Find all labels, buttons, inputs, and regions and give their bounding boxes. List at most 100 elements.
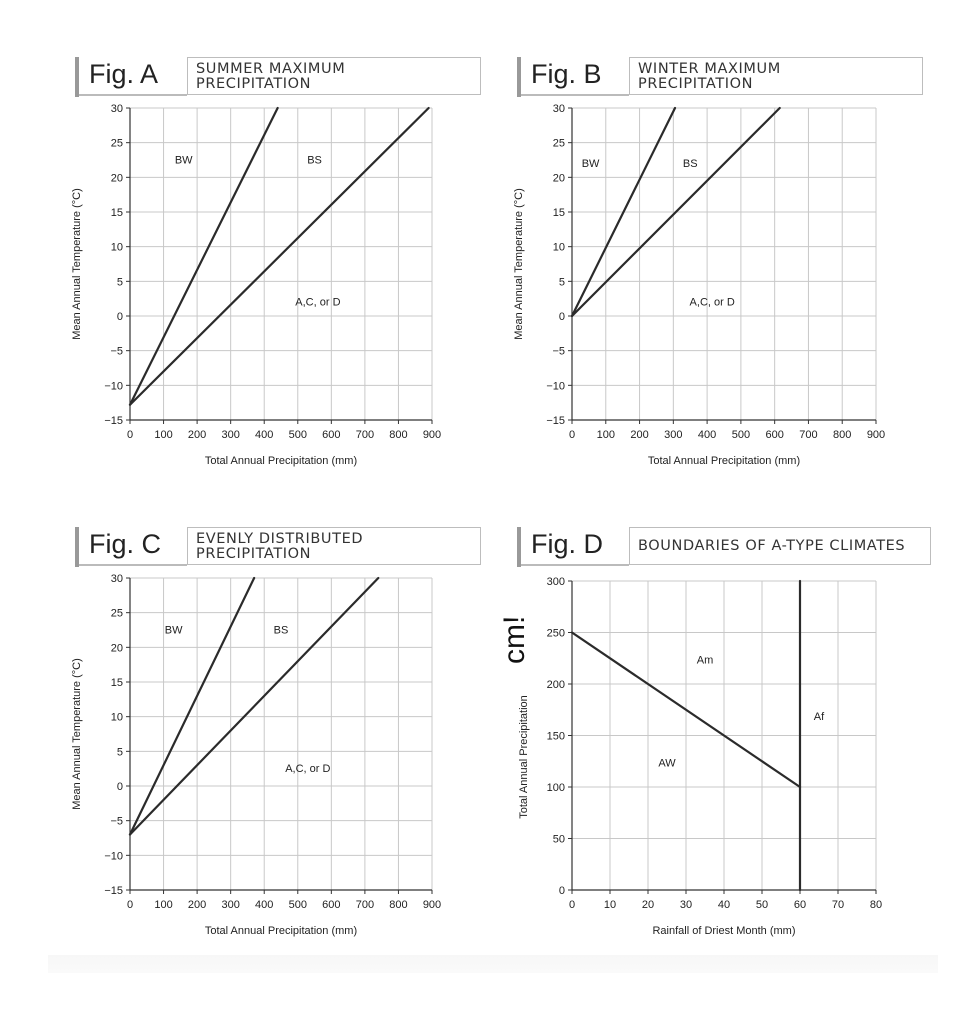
y-tick-label: 25 [553,138,565,150]
figure-b-underline [521,94,629,96]
x-axis-label: Total Annual Precipitation (mm) [205,925,357,937]
y-tick-label: −5 [552,346,565,358]
figure-a-label: Fig. A [89,59,159,89]
figure-d-title-box: BOUNDARIES OF A-TYPE CLIMATES [629,527,931,565]
boundary-line [128,106,430,406]
x-tick-label: 300 [221,899,239,911]
y-tick-label: 10 [553,242,565,254]
x-tick-label: 800 [833,429,851,441]
y-tick-label: 10 [111,242,123,254]
boundary-line [128,576,380,836]
y-tick-label: 200 [547,679,565,691]
x-tick-label: 30 [680,899,692,911]
y-tick-label: −10 [104,380,123,392]
x-tick-label: 900 [423,429,441,441]
region-label: BW [582,158,600,170]
figure-d-underline [521,564,629,566]
figure-c-title: EVENLY DISTRIBUTED PRECIPITATION [196,532,363,562]
y-tick-label: 15 [111,207,123,219]
x-tick-label: 100 [154,899,172,911]
region-label: AW [658,757,676,769]
y-tick-label: 20 [111,642,123,654]
figure-b-title-box: WINTER MAXIMUM PRECIPITATION [629,57,923,95]
figure-a-title-line-2: PRECIPITATION [196,76,312,92]
figure-c-underline [79,564,187,566]
y-tick-label: 5 [117,746,123,758]
y-tick-label: 250 [547,628,565,640]
x-tick-label: 0 [569,899,575,911]
figure-d-panel: Fig. D BOUNDARIES OF A-TYPE CLIMATES [517,527,931,947]
figure-a-header: Fig. A SUMMER MAXIMUM PRECIPITATION [75,57,481,97]
figure-b-panel: Fig. B WINTER MAXIMUM PRECIPITATION [517,57,927,477]
x-axis-label: Total Annual Precipitation (mm) [648,455,800,467]
region-label: BS [307,154,322,166]
figure-c-label: Fig. C [89,529,162,559]
figure-b-header: Fig. B WINTER MAXIMUM PRECIPITATION [517,57,923,97]
figure-b-title: WINTER MAXIMUM PRECIPITATION [638,62,781,92]
figure-a-title: SUMMER MAXIMUM PRECIPITATION [196,62,345,92]
figure-c-panel: Fig. C EVENLY DISTRIBUTED PRECIPITATION [75,527,481,947]
boundary-line [128,106,279,406]
x-tick-label: 40 [718,899,730,911]
y-tick-label: 20 [553,172,565,184]
figure-a-accent-bar [75,57,79,97]
x-tick-label: 500 [289,429,307,441]
figure-d-title: BOUNDARIES OF A-TYPE CLIMATES [638,538,906,554]
boundary-line [570,106,781,318]
x-tick-label: 600 [322,429,340,441]
x-axis-label: Rainfall of Driest Month (mm) [652,925,795,937]
y-tick-label: 20 [111,172,123,184]
x-tick-label: 100 [154,429,172,441]
y-tick-label: −10 [104,850,123,862]
figure-b-accent-bar [517,57,521,97]
region-label: BS [274,624,289,636]
x-tick-label: 300 [221,429,239,441]
figure-a-underline [79,94,187,96]
region-label: Am [697,654,714,666]
x-tick-label: 80 [870,899,882,911]
y-tick-label: 0 [559,885,565,897]
boundary-line [128,576,256,836]
y-tick-label: 0 [117,781,123,793]
y-tick-label: −15 [104,415,123,427]
x-tick-label: 200 [630,429,648,441]
bottom-band [48,955,938,973]
figure-a-panel: Fig. A SUMMER MAXIMUM PRECIPITATION [75,57,481,477]
x-tick-label: 0 [569,429,575,441]
y-tick-label: 15 [553,207,565,219]
x-tick-label: 900 [423,899,441,911]
figure-b-title-line-2: PRECIPITATION [638,76,754,92]
x-tick-label: 20 [642,899,654,911]
figure-c-accent-bar [75,527,79,567]
y-tick-label: −15 [104,885,123,897]
boundary-line [570,106,677,318]
x-tick-label: 700 [356,429,374,441]
x-tick-label: 10 [604,899,616,911]
y-axis-label: Mean Annual Temperature (°C) [71,188,83,340]
figure-c-title-line-1: EVENLY DISTRIBUTED [196,531,364,547]
region-label: BS [683,158,698,170]
x-tick-label: 60 [794,899,806,911]
x-tick-label: 700 [799,429,817,441]
x-tick-label: 400 [255,899,273,911]
y-tick-label: 30 [111,573,123,585]
y-tick-label: 5 [559,276,565,288]
x-tick-label: 600 [765,429,783,441]
figure-c-title-box: EVENLY DISTRIBUTED PRECIPITATION [187,527,481,565]
region-label: Af [814,711,825,723]
y-tick-label: 15 [111,677,123,689]
y-tick-label: −5 [110,346,123,358]
figure-c-title-line-2: PRECIPITATION [196,546,312,562]
region-label: BW [175,154,193,166]
y-tick-label: 25 [111,138,123,150]
y-axis-label: Total Annual Precipitation [518,695,530,819]
x-tick-label: 800 [389,429,407,441]
figure-b-title-line-1: WINTER MAXIMUM [638,61,781,77]
x-tick-label: 600 [322,899,340,911]
y-tick-label: 150 [547,731,565,743]
figure-d-header: Fig. D BOUNDARIES OF A-TYPE CLIMATES [517,527,931,567]
